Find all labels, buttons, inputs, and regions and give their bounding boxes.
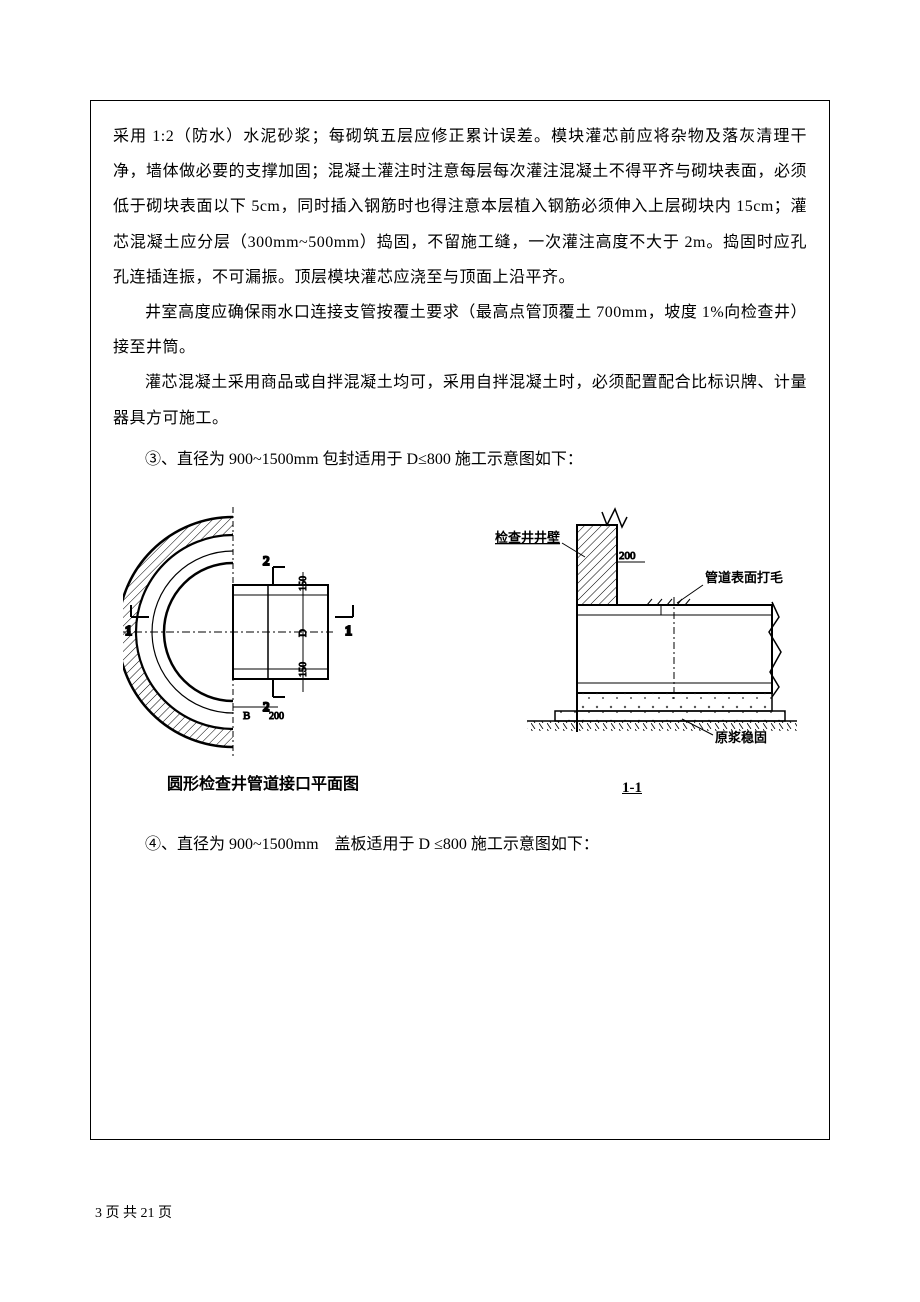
label-rough: 管道表面打毛 xyxy=(705,570,783,585)
label-base: 原浆稳固 xyxy=(715,730,767,745)
label-1-left: 1 xyxy=(125,624,132,639)
label-wall: 检查井井壁 xyxy=(495,530,560,545)
diagram-plan-view: 2 2 1 1 xyxy=(123,507,403,794)
section-svg: 检查井井壁 200 管道表面打毛 xyxy=(467,507,797,767)
diagram-section-view: 检查井井壁 200 管道表面打毛 xyxy=(467,507,797,797)
dim-200-r: 200 xyxy=(619,550,636,562)
paragraph-2: 井室高度应确保雨水口连接支管按覆土要求（最高点管顶覆土 700mm，坡度 1%向… xyxy=(113,295,807,365)
dim-D: D xyxy=(297,629,309,637)
label-1-right: 1 xyxy=(345,624,352,639)
paragraph-1: 采用 1:2（防水）水泥砂浆；每砌筑五层应修正累计误差。模块灌芯前应将杂物及落灰… xyxy=(113,119,807,295)
list-item-4: ④、直径为 900~1500mm 盖板适用于 D ≤800 施工示意图如下： xyxy=(113,827,807,862)
dim-B: B xyxy=(243,710,250,722)
dim-200: 200 xyxy=(269,711,284,722)
label-2-top: 2 xyxy=(263,553,270,568)
page-frame: 采用 1:2（防水）水泥砂浆；每砌筑五层应修正累计误差。模块灌芯前应将杂物及落灰… xyxy=(90,100,830,1140)
page-footer: 3 页 共 21 页 xyxy=(95,1202,172,1222)
section-caption: 1-1 xyxy=(467,780,797,797)
plan-caption: 圆形检查井管道接口平面图 xyxy=(123,770,403,794)
paragraph-3: 灌芯混凝土采用商品或自拌混凝土均可，采用自拌混凝土时，必须配置配合比标识牌、计量… xyxy=(113,365,807,435)
dim-150-top: 150 xyxy=(298,576,309,591)
list-item-3: ③、直径为 900~1500mm 包封适用于 D≤800 施工示意图如下： xyxy=(113,442,807,477)
diagram-row: 2 2 1 1 xyxy=(113,507,807,797)
plan-svg: 2 2 1 1 xyxy=(123,507,403,757)
dim-150-bot: 150 xyxy=(298,662,309,677)
